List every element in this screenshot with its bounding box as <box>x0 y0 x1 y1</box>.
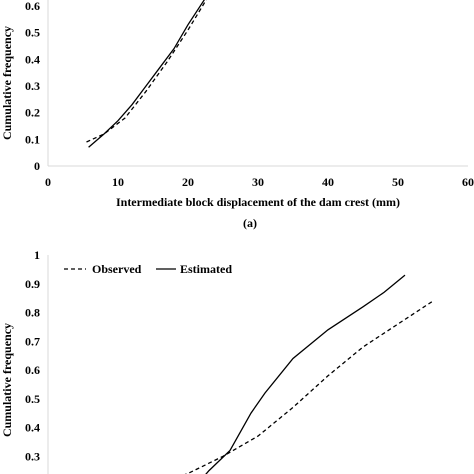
panel-a-y-tick-label: 0.6 <box>25 0 40 13</box>
panel-b-series-observed-line <box>184 300 434 474</box>
panel-a-series <box>86 0 207 148</box>
panel-b-series <box>184 274 434 474</box>
panel-a-y-tick-label: 0.5 <box>25 26 40 40</box>
panel-a-x-tick-label: 40 <box>322 175 334 189</box>
panel-b-y-tick-label: 0.6 <box>25 363 40 377</box>
chart-panel-b: 0.20.30.40.50.60.70.80.91 Cumulative fre… <box>0 248 434 474</box>
panel-b-y-tick-label: 0.7 <box>25 334 40 348</box>
legend: Observed Estimated <box>64 262 232 276</box>
panel-b-y-axis-title: Cumulative frequency <box>0 323 14 437</box>
panel-a-series-estimated-line <box>88 0 205 148</box>
panel-a-label: (a) <box>243 216 257 230</box>
panel-a-x-tick-label: 0 <box>45 175 51 189</box>
legend-observed-label: Observed <box>92 262 142 276</box>
panel-a-x-tick-label: 20 <box>182 175 194 189</box>
panel-a-x-tick-label: 50 <box>392 175 404 189</box>
panel-a-series-observed-line <box>86 0 207 143</box>
panel-b-y-tick-label: 0.8 <box>25 306 40 320</box>
panel-a-y-tick-label: 0.1 <box>25 132 40 146</box>
panel-b-y-tick-label: 0.3 <box>25 449 40 463</box>
panel-b-y-tick-label: 0.9 <box>25 277 40 291</box>
panel-a-x-axis-title: Intermediate block displacement of the d… <box>116 195 400 209</box>
chart-panel-a: 0 0.1 0.2 0.3 0.4 0.5 0.6 0 10 20 30 40 50 60 Cumula… <box>0 0 474 230</box>
panel-a-x-tick-labels: 0 10 20 30 40 50 60 <box>45 175 474 189</box>
panel-a-y-tick-labels: 0 0.1 0.2 0.3 0.4 0.5 0.6 <box>25 0 40 173</box>
panel-b-y-tick-label: 1 <box>34 248 40 262</box>
panel-b-y-tick-labels: 0.20.30.40.50.60.70.80.91 <box>25 248 40 463</box>
panel-a-y-tick-label: 0.3 <box>25 79 40 93</box>
panel-b-series-estimated-line <box>205 274 406 474</box>
panel-a-y-tick-label: 0.2 <box>25 106 40 120</box>
panel-a-y-axis-title: Cumulative frequency <box>0 26 14 140</box>
panel-a-x-tick-label: 10 <box>112 175 124 189</box>
panel-a-y-tick-label: 0.4 <box>25 52 40 66</box>
panel-a-x-tick-label: 60 <box>462 175 474 189</box>
panel-b-y-tick-label: 0.4 <box>25 421 40 435</box>
panel-a-x-tick-label: 30 <box>252 175 264 189</box>
legend-estimated-label: Estimated <box>180 262 232 276</box>
panel-b-y-tick-label: 0.5 <box>25 392 40 406</box>
panel-a-y-tick-label: 0 <box>34 159 40 173</box>
